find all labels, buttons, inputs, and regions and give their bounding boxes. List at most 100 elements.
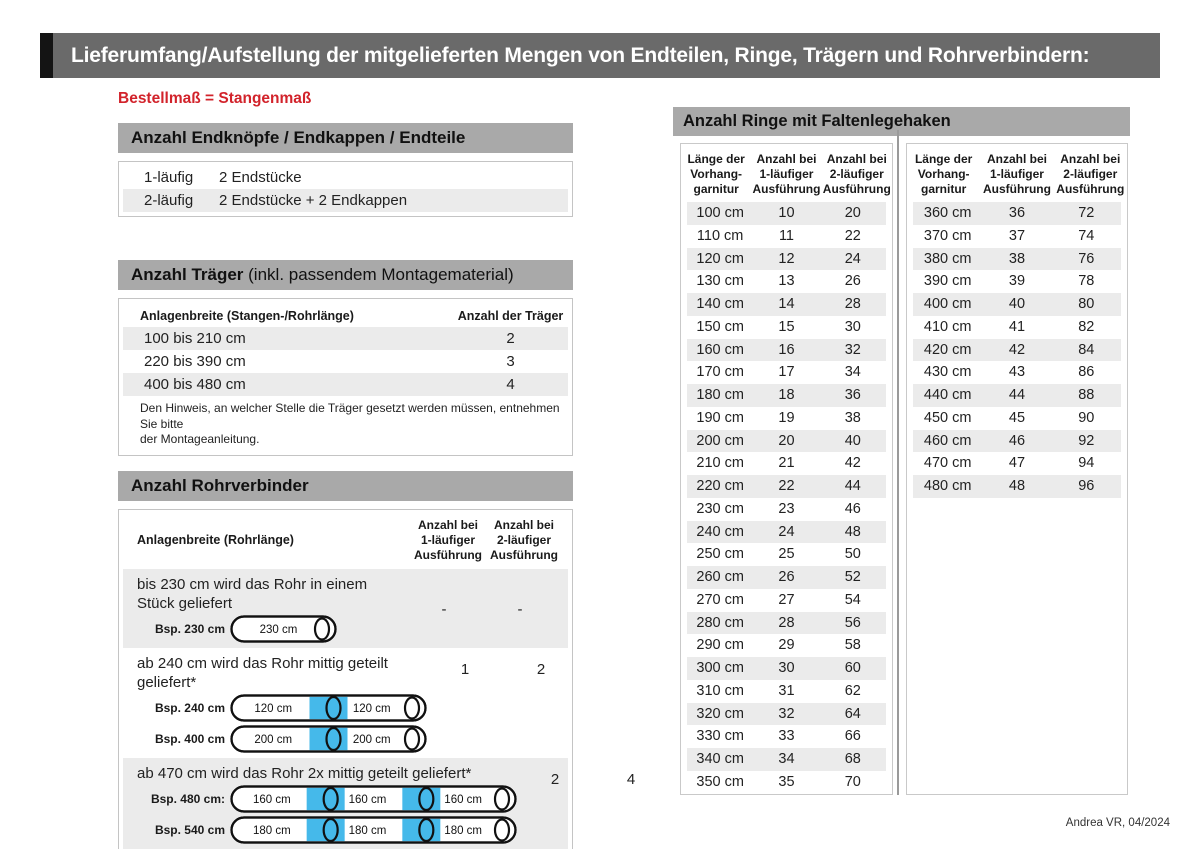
table-cell: 31 — [778, 682, 795, 699]
table-cell: 24 — [844, 250, 861, 267]
table-cell: 34 — [778, 751, 795, 767]
svg-text:200 cm: 200 cm — [353, 734, 391, 746]
table-row: 220 bis 390 cm 3 — [123, 350, 568, 373]
table-cell: 290 cm — [696, 637, 744, 654]
table-cell: 460 cm — [923, 432, 972, 449]
rohrverbinder-block-desc: ab 470 cm wird das Rohr 2x mittig geteil… — [137, 764, 472, 782]
ring-table-2-header: Länge der Vorhang-garnitur Anzahl bei 1-lä… — [907, 150, 1127, 202]
table-cell: 72 — [1078, 205, 1095, 221]
ring-rows-2: 360 cm 36 72 370 cm 37 74 380 cm 38 76 390 cm 39 78… — [907, 202, 1127, 498]
ring2-col2-header: Anzahl bei 1-läufiger Ausführung — [982, 152, 1051, 196]
table-cell: 86 — [1078, 364, 1095, 381]
table-cell: 54 — [844, 591, 861, 608]
table-row: 100 bis 210 cm 2 — [123, 327, 568, 350]
table-row: 220 cm 22 44 — [687, 475, 886, 498]
table-cell: 340 cm — [696, 751, 744, 767]
table-cell: 39 — [1008, 273, 1026, 290]
title-bar-left-cap — [40, 33, 53, 78]
ring-rows-1: 100 cm 10 20 110 cm 11 22 120 cm 12 24 130 cm 13 26… — [681, 202, 892, 794]
table-cell: 50 — [844, 546, 861, 563]
pipe-example-label: Bsp. 540 cm — [154, 822, 225, 837]
table-row: 240 cm 24 48 — [687, 520, 886, 544]
table-cell: 430 cm — [923, 364, 972, 381]
table-cell: 16 — [778, 341, 795, 358]
table-cell: 300 cm — [696, 660, 744, 676]
table-cell: 35 — [778, 773, 795, 790]
table-row: 290 cm 29 58 — [687, 634, 886, 657]
table-cell: 3 — [506, 353, 515, 370]
value-2-laeufig: 4 — [626, 770, 636, 788]
table-cell: 37 — [1008, 227, 1026, 244]
ring2-col3-header: Anzahl bei 2-läufiger Ausführung — [1056, 152, 1125, 196]
pipe-diagram: 180 cm 180 cm 180 cm — [230, 815, 517, 844]
pipe-example-row: Bsp. 540 cm 180 cm 180 cm 180 cm — [137, 815, 517, 845]
table-cell: 44 — [1008, 387, 1026, 403]
table-cell: 45 — [1008, 409, 1026, 426]
ringe-header-label: Anzahl Ringe mit Faltenlegehaken — [683, 112, 951, 130]
table-row: 150 cm 15 30 — [687, 316, 886, 339]
table-row: 2-läufig 2 Endstücke + 2 Endkappen — [123, 189, 568, 212]
table-row: 210 cm 21 42 — [687, 452, 886, 475]
table-cell: 78 — [1078, 273, 1095, 290]
table-cell: 80 — [1078, 296, 1095, 312]
value-1-laeufig: 2 — [550, 770, 560, 788]
traeger-header-rest: (inkl. passendem Montagematerial) — [243, 265, 514, 284]
table-row: 430 cm 43 86 — [913, 361, 1121, 384]
pipe-diagram: 120 cm 120 cm — [230, 693, 427, 722]
rohrverbinder-block-main: ab 470 cm wird das Rohr 2x mittig geteil… — [123, 764, 517, 845]
table-cell: 450 cm — [923, 409, 972, 426]
table-cell: 220 bis 390 cm — [144, 353, 246, 370]
left-column: Bestellmaß = Stangenmaß Anzahl Endknöpfe… — [118, 90, 635, 849]
svg-text:230 cm: 230 cm — [260, 624, 298, 636]
table-cell: 17 — [778, 364, 795, 381]
svg-text:200 cm: 200 cm — [254, 734, 292, 746]
rohrverbinder-block: bis 230 cm wird das Rohr in einem Stück … — [123, 568, 568, 648]
traeger-header-bold: Anzahl Träger — [131, 265, 244, 284]
value-2-laeufig: - — [517, 600, 523, 618]
table-cell: 2 Endstücke — [219, 169, 302, 186]
table-cell: 140 cm — [696, 296, 744, 312]
table-cell: 42 — [844, 455, 861, 472]
table-cell: 29 — [778, 637, 795, 654]
table-cell: 10 — [778, 205, 795, 221]
table-cell: 42 — [1008, 341, 1026, 358]
table-row: 420 cm 42 84 — [913, 338, 1121, 362]
table-row: 330 cm 33 66 — [687, 725, 886, 748]
table-row: 120 cm 12 24 — [687, 247, 886, 271]
traeger-rows: 100 bis 210 cm 2 220 bis 390 cm 3 400 bis 48… — [119, 327, 572, 396]
section-header-endteile: Anzahl Endknöpfe / Endkappen / Endteile — [118, 123, 573, 153]
table-row: 310 cm 31 62 — [687, 680, 886, 703]
pipe-diagram: 160 cm 160 cm 160 cm — [230, 784, 517, 813]
pipe-example-label: Bsp. 400 cm — [154, 731, 225, 746]
table-row: 480 cm 48 96 — [913, 475, 1121, 498]
table-cell: 60 — [844, 660, 861, 676]
rohrverbinder-block: ab 470 cm wird das Rohr 2x mittig geteil… — [123, 757, 635, 849]
svg-text:160 cm: 160 cm — [253, 794, 291, 806]
svg-text:120 cm: 120 cm — [254, 703, 292, 715]
traeger-table: Anlagenbreite (Stangen-/Rohrlänge) Anzah… — [118, 298, 573, 456]
table-cell: 92 — [1078, 432, 1095, 449]
table-cell: 420 cm — [923, 341, 972, 358]
pipe-example-label: Bsp. 240 cm — [154, 700, 225, 715]
svg-text:160 cm: 160 cm — [444, 794, 482, 806]
table-cell: 240 cm — [696, 523, 744, 540]
table-cell: 38 — [844, 409, 861, 426]
endteile-table: 1-läufig 2 Endstücke 2-läufig 2 Endstücke +… — [118, 161, 573, 217]
pipe-example-row: Bsp. 240 cm 120 cm 120 cm — [137, 693, 427, 723]
value-1-laeufig: 1 — [460, 660, 470, 678]
table-cell: 26 — [778, 569, 795, 585]
table-row: 260 cm 26 52 — [687, 566, 886, 589]
table-row: 400 bis 480 cm 4 — [123, 373, 568, 396]
table-row: 470 cm 47 94 — [913, 452, 1121, 475]
table-cell: 15 — [778, 318, 795, 335]
rohrverbinder-blocks: bis 230 cm wird das Rohr in einem Stück … — [119, 568, 635, 849]
document-footer: Andrea VR, 04/2024 — [1065, 817, 1170, 829]
table-cell: 210 cm — [696, 455, 744, 472]
table-cell: 150 cm — [696, 318, 744, 335]
table-cell: 480 cm — [923, 478, 972, 494]
table-cell: 170 cm — [696, 364, 744, 381]
value-2-laeufig: 2 — [536, 660, 546, 678]
table-cell: 41 — [1008, 318, 1026, 335]
section-header-ringe: Anzahl Ringe mit Faltenlegehaken — [673, 107, 1130, 136]
table-cell: 22 — [778, 478, 795, 494]
